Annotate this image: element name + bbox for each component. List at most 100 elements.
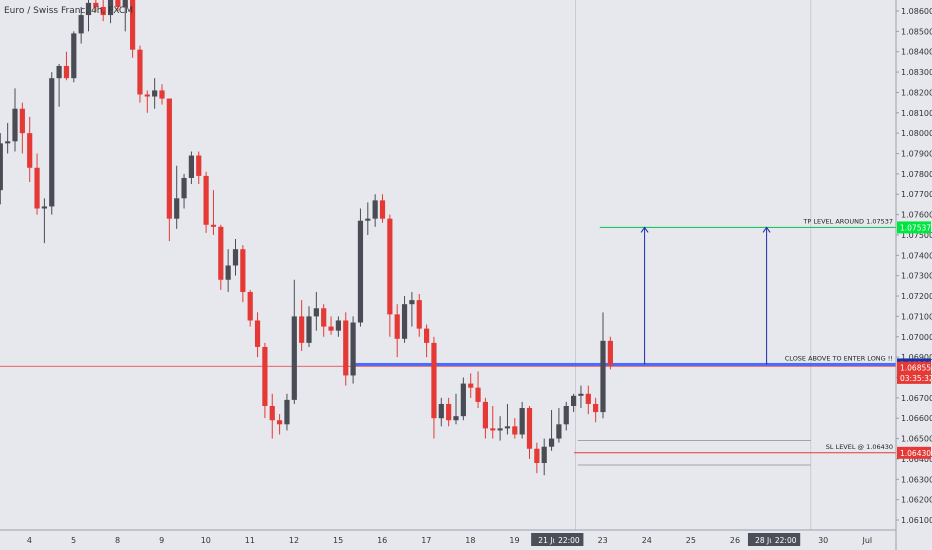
candle: [394, 304, 400, 358]
price-tick-label: 1.08500: [901, 27, 932, 36]
price-tick-label: 1.06500: [901, 435, 932, 444]
candle-body: [174, 198, 180, 219]
price-tick-label: 1.07100: [901, 312, 932, 321]
candle: [284, 393, 290, 431]
candle-body: [343, 320, 349, 376]
candle-body: [299, 316, 305, 343]
candle: [593, 397, 599, 423]
candle-body: [0, 143, 3, 191]
candle-body: [438, 403, 444, 419]
price-tick-label: 1.06300: [901, 475, 932, 484]
candle-body: [49, 78, 55, 207]
time-tick-label: 10: [201, 536, 211, 545]
time-badge-label: 22:00: [558, 536, 580, 545]
candle: [335, 316, 341, 337]
candle-body: [56, 65, 62, 79]
price-tick-label: 1.07700: [901, 190, 932, 199]
candle-body: [306, 316, 312, 343]
vertical-markers: [575, 0, 812, 530]
candle: [27, 116, 33, 183]
candle-body: [247, 291, 253, 321]
candle: [460, 377, 466, 421]
price-tick-label: 1.08300: [901, 68, 932, 77]
time-tick-label: 9: [159, 536, 164, 545]
candle-body: [541, 446, 547, 463]
time-tick-label: 17: [421, 536, 431, 545]
candle: [188, 151, 194, 185]
price-badge-label: 03:35:32: [900, 374, 932, 383]
candle: [203, 171, 209, 233]
price-tick-label: 1.06200: [901, 496, 932, 505]
candle: [585, 385, 591, 415]
time-badge: [771, 533, 801, 546]
candle: [468, 373, 474, 398]
candle: [526, 405, 533, 459]
candle: [607, 336, 613, 370]
annotation-labels: TP LEVEL AROUND 1.07537 CLOSE ABOVE TO EN…: [785, 217, 893, 450]
candle: [137, 45, 143, 103]
candle-body: [482, 401, 488, 429]
candle-body: [328, 326, 334, 331]
candle-body: [78, 15, 84, 34]
candle-body: [291, 316, 297, 400]
candle: [571, 393, 577, 413]
candle-body: [115, 0, 121, 7]
candle-body: [379, 200, 386, 219]
candle: [144, 90, 150, 113]
candle-body: [181, 177, 187, 199]
candle-body: [34, 167, 40, 209]
candle: [71, 31, 77, 83]
price-badge: [897, 221, 931, 234]
candle: [291, 279, 297, 404]
candle: [416, 294, 422, 337]
candle-body: [526, 408, 533, 449]
candle-body: [93, 2, 99, 7]
candle-body: [409, 300, 415, 305]
candle-body: [490, 428, 496, 431]
candle-body: [365, 218, 371, 221]
candle: [357, 208, 364, 327]
candle: [225, 249, 231, 292]
candle-body: [63, 65, 70, 79]
time-tick-label: Jul: [861, 536, 872, 545]
time-axis[interactable]: 4589101112151617181922232425262930Jul21 …: [0, 529, 896, 546]
time-tick-label: 24: [642, 536, 652, 545]
price-tick-label: 1.07300: [901, 272, 932, 281]
candle-body: [401, 304, 408, 339]
target-arrows: [640, 226, 771, 365]
candle: [240, 245, 246, 303]
candle: [372, 194, 378, 227]
price-tick-label: 1.06100: [901, 516, 932, 525]
price-tick-label: 1.06900: [901, 353, 932, 362]
price-tick-label: 1.07200: [901, 292, 932, 301]
time-tick-label: 23: [598, 536, 608, 545]
price-badge: [897, 371, 931, 384]
candles: [0, 0, 613, 476]
candle-body: [350, 322, 356, 376]
candle-body: [27, 133, 33, 168]
candle: [600, 312, 606, 419]
candle: [446, 397, 452, 427]
candle-body: [424, 328, 430, 343]
candle-body: [335, 320, 341, 331]
candle-body: [504, 426, 511, 429]
candle-body: [159, 90, 165, 99]
candle: [277, 414, 283, 435]
candle-body: [453, 416, 459, 421]
chart-title: Euro / Swiss Franc, 4h, FXCM: [4, 6, 133, 16]
candle: [196, 151, 202, 185]
candle-body: [254, 320, 261, 347]
candle-body: [262, 346, 268, 406]
price-badge: [897, 446, 931, 459]
time-badge: [554, 533, 584, 546]
candle: [49, 72, 55, 215]
candle: [56, 63, 62, 107]
candle-body: [607, 340, 613, 366]
candle-body: [563, 405, 569, 425]
candle-body: [585, 393, 591, 404]
candle-body: [130, 0, 136, 50]
candle: [328, 316, 334, 335]
candle: [534, 442, 540, 474]
candle-body: [548, 438, 555, 447]
